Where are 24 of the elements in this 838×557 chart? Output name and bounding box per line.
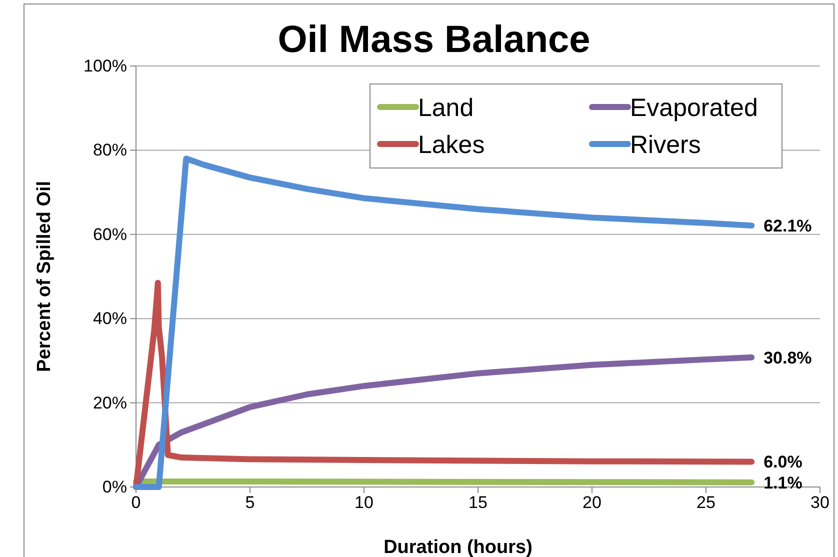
data-label: 6.0% bbox=[764, 452, 802, 472]
x-tick-label: 10 bbox=[354, 493, 374, 512]
x-axis-title: Duration (hours) bbox=[384, 537, 532, 557]
legend-label: Land bbox=[418, 94, 474, 122]
y-tick-label: 40% bbox=[92, 309, 127, 328]
x-tick-label: 0 bbox=[131, 493, 141, 512]
legend-label: Lakes bbox=[418, 131, 485, 159]
x-tick-label: 5 bbox=[245, 493, 255, 512]
y-tick-label: 20% bbox=[92, 393, 127, 412]
y-tick-label: 0% bbox=[102, 477, 127, 496]
x-tick-label: 25 bbox=[696, 493, 716, 512]
data-label: 1.1% bbox=[764, 473, 802, 492]
y-tick-label: 60% bbox=[92, 224, 127, 244]
legend-label: Evaporated bbox=[630, 94, 758, 122]
x-tick-label: 15 bbox=[468, 493, 488, 512]
chart-title: Oil Mass Balance bbox=[278, 19, 590, 61]
data-label: 30.8% bbox=[764, 348, 812, 368]
legend-label: Rivers bbox=[630, 131, 701, 159]
y-axis-title: Percent of Spilled Oil bbox=[34, 180, 55, 372]
y-tick-label: 80% bbox=[92, 140, 127, 160]
y-tick-label: 100% bbox=[84, 56, 127, 76]
x-tick-label: 20 bbox=[582, 493, 602, 512]
x-tick-label: 30 bbox=[810, 493, 830, 512]
data-label: 62.1% bbox=[764, 216, 812, 236]
